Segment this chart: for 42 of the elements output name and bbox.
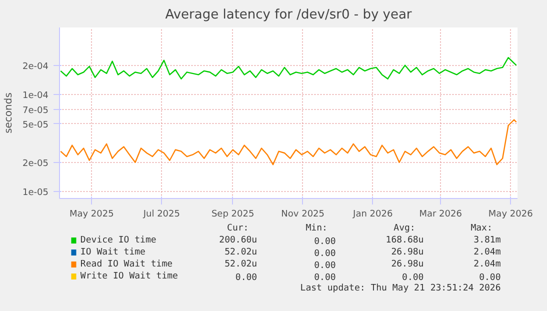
text: 168.68u — [386, 236, 424, 246]
text: 0.00 — [314, 261, 336, 271]
chart-title: Average latency for /dev/sr0 - by year — [165, 8, 412, 22]
y-tick-label: 7e-05 — [22, 106, 49, 116]
text: 0.00 — [314, 237, 336, 247]
text: 200.60u — [219, 236, 258, 246]
text: 0.00 — [402, 273, 424, 283]
text: Max: — [470, 224, 492, 234]
text: 0.00 — [314, 273, 336, 283]
text: Cur: — [227, 224, 249, 234]
x-tick-label: Sep 2025 — [211, 210, 254, 220]
x-tick-label: Jul 2025 — [142, 210, 180, 220]
y-tick-label: 5e-05 — [22, 120, 49, 130]
text: 52.02u — [224, 260, 258, 270]
text: 2.04m — [474, 260, 501, 270]
y-tick-label: 1e-04 — [22, 91, 49, 102]
text: 3.81m — [474, 236, 501, 246]
x-tick-label: May 2025 — [69, 210, 114, 220]
text: 52.02u — [224, 248, 258, 258]
legend-label: IO Wait time — [80, 248, 146, 258]
text: 0.00 — [479, 273, 501, 283]
text: 26.98u — [391, 260, 424, 270]
text: 0.00 — [235, 273, 258, 283]
text: Avg: — [394, 224, 416, 234]
x-tick-label: Jan 2026 — [352, 210, 393, 220]
legend-label: Read IO Wait time — [80, 260, 173, 270]
line-series — [60, 119, 517, 166]
x-tick-label: Nov 2025 — [281, 210, 325, 220]
line-series — [60, 57, 517, 80]
text: 0.00 — [314, 249, 336, 259]
text: Min: — [306, 224, 328, 234]
y-tick-label: 2e-05 — [22, 158, 49, 169]
text: Last update: Thu May 21 23:51:24 2026 — [300, 284, 501, 294]
text: 2.04m — [474, 248, 501, 258]
x-tick-label: May 2026 — [488, 210, 534, 220]
text: 26.98u — [391, 248, 424, 258]
y-tick-label: 2e-04 — [22, 62, 49, 72]
legend-label: Write IO Wait time — [80, 272, 178, 282]
x-tick-label: Mar 2026 — [419, 210, 462, 220]
legend-label: Device IO time — [80, 236, 156, 246]
y-tick-label: 1e-05 — [22, 188, 49, 198]
y-axis-title: seconds — [4, 92, 15, 134]
